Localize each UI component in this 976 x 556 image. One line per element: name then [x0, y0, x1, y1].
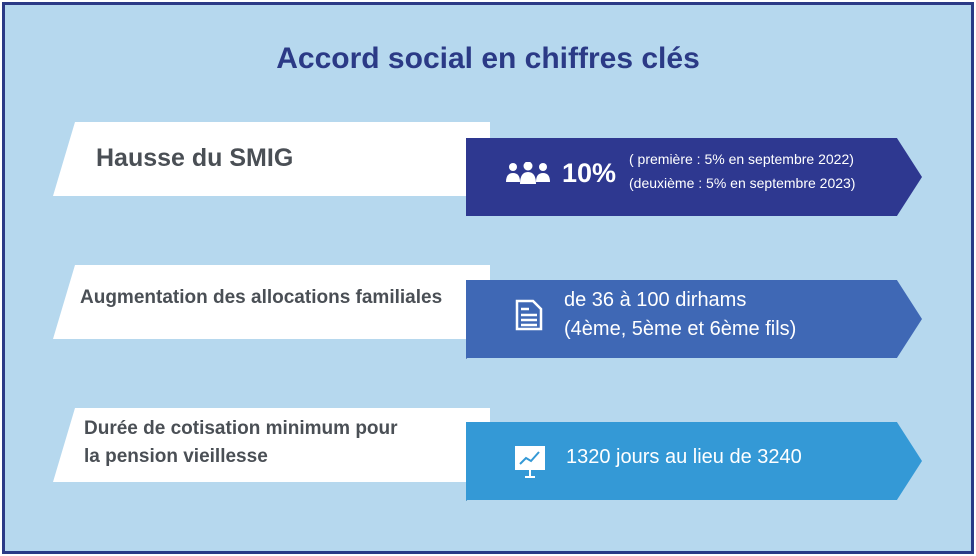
page-title: Accord social en chiffres clés — [276, 42, 700, 75]
smig-detail-1: ( première : 5% en septembre 2022) — [629, 151, 854, 167]
allocations-detail-2: (4ème, 5ème et 6ème fils) — [564, 318, 797, 340]
chart-presentation-icon — [515, 446, 545, 478]
smig-detail-2: (deuxième : 5% en septembre 2023) — [629, 175, 856, 191]
smig-percent: 10% — [562, 158, 617, 188]
allocations-label: Augmentation des allocations familiales — [80, 287, 443, 308]
allocations-detail-1: de 36 à 100 dirhams — [564, 289, 747, 311]
allocations-label-panel — [53, 265, 490, 339]
pension-detail: 1320 jours au lieu de 3240 — [566, 446, 802, 468]
smig-label: Hausse du SMIG — [96, 144, 294, 172]
pension-label-line-2: la pension vieillesse — [84, 446, 268, 467]
smig-label-panel — [53, 122, 490, 196]
document-icon — [515, 299, 543, 331]
people-group-icon — [506, 162, 550, 184]
pension-label-panel — [53, 408, 490, 482]
pension-label-line-1: Durée de cotisation minimum pour — [84, 418, 398, 439]
